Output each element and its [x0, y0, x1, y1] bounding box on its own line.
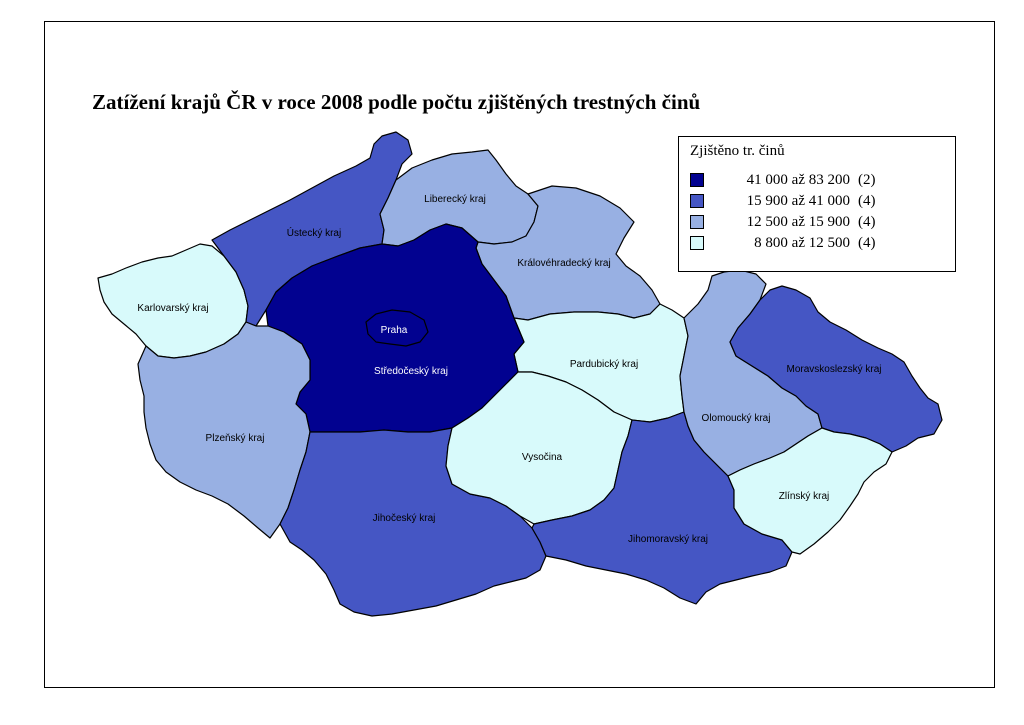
label-jihocesky: Jihočeský kraj: [373, 513, 436, 524]
region-karlovarsky[interactable]: [97, 243, 249, 359]
region-zlinsky[interactable]: [727, 427, 893, 555]
label-olomoucky: Olomoucký kraj: [702, 413, 771, 424]
legend-swatch: [690, 173, 704, 187]
label-ustecky: Ústecký kraj: [287, 226, 341, 239]
legend-count: (4): [858, 234, 876, 251]
map-legend: Zjištěno tr. činů 41 000 až 83 200 (2) 1…: [678, 136, 956, 272]
legend-row-class3: 12 500 až 15 900 (4): [690, 213, 876, 231]
label-karlovarsky: Karlovarský kraj: [137, 303, 208, 314]
legend-swatch: [690, 215, 704, 229]
legend-row-class2: 15 900 až 41 000 (4): [690, 192, 876, 210]
label-praha: Praha: [381, 325, 408, 336]
legend-row-class1: 41 000 až 83 200 (2): [690, 171, 876, 189]
legend-range: 15 900 až 41 000: [746, 192, 850, 209]
legend-count: (2): [858, 171, 876, 188]
legend-swatch: [690, 194, 704, 208]
legend-count: (4): [858, 213, 876, 230]
label-jihomoravsky: Jihomoravský kraj: [628, 534, 708, 545]
label-vysocina: Vysočina: [522, 452, 563, 463]
legend-row-class4: 8 800 až 12 500 (4): [690, 234, 876, 252]
map-title: Zatížení krajů ČR v roce 2008 podle počt…: [92, 90, 701, 114]
label-stredocesky: Středočeský kraj: [374, 366, 448, 377]
legend-range: 8 800 až 12 500: [754, 234, 850, 251]
legend-range: 12 500 až 15 900: [746, 213, 850, 230]
label-liberecky: Liberecký kraj: [424, 194, 486, 205]
label-moravskoslezsky: Moravskoslezský kraj: [786, 364, 881, 375]
legend-count: (4): [858, 192, 876, 209]
region-moravskoslezsky[interactable]: [729, 285, 943, 453]
legend-title: Zjištěno tr. činů: [690, 143, 785, 159]
label-plzensky: Plzeňský kraj: [206, 433, 265, 444]
legend-range: 41 000 až 83 200: [746, 171, 850, 188]
label-pardubicky: Pardubický kraj: [570, 359, 638, 370]
legend-swatch: [690, 236, 704, 250]
label-kralovehradecky: Královéhradecký kraj: [517, 258, 610, 269]
region-praha[interactable]: [365, 309, 429, 347]
label-zlinsky: Zlínský kraj: [779, 491, 830, 502]
